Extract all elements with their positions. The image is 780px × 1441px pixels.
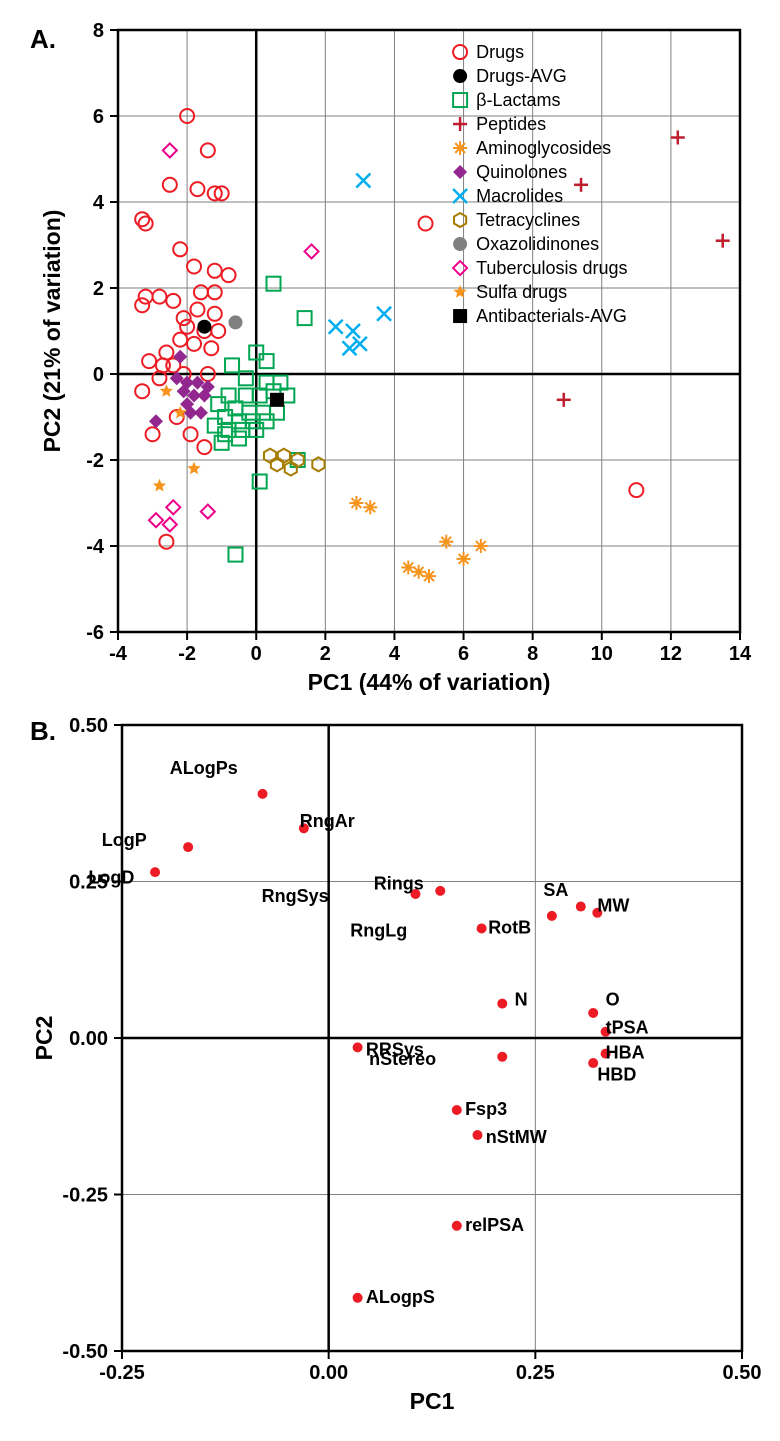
svg-text:0.50: 0.50	[69, 715, 108, 737]
svg-text:2: 2	[320, 643, 331, 665]
svg-text:-0.50: -0.50	[62, 1341, 108, 1363]
svg-text:-0.25: -0.25	[99, 1362, 145, 1384]
loading-label: RotB	[488, 917, 531, 937]
svg-text:8: 8	[527, 643, 538, 665]
loading-label: ALogpS	[366, 1287, 435, 1307]
legend-item: Tuberculosis drugs	[476, 258, 627, 278]
svg-text:PC1: PC1	[410, 1388, 455, 1414]
legend-item: Sulfa drugs	[476, 282, 567, 302]
loading-label: tPSA	[606, 1018, 649, 1038]
svg-text:12: 12	[660, 643, 682, 665]
panel-b-chart: -0.250.000.250.50-0.50-0.250.000.250.50P…	[22, 715, 780, 1441]
loading-label: ALogPs	[170, 758, 238, 778]
loading-label: nStMW	[486, 1127, 547, 1147]
loading-label: N	[515, 989, 528, 1009]
legend-item: Aminoglycosides	[476, 138, 611, 158]
legend-item: Drugs	[476, 42, 524, 62]
loading-label: HBA	[606, 1043, 645, 1063]
svg-text:-2: -2	[178, 643, 196, 665]
legend-item: Quinolones	[476, 162, 567, 182]
panel-a-chart: -4-202468101214-6-4-202468PC1 (44% of va…	[28, 20, 780, 722]
loading-label: RngLg	[350, 921, 407, 941]
loading-label: SA	[543, 880, 568, 900]
svg-text:PC2: PC2	[31, 1016, 57, 1061]
loading-label: O	[606, 989, 620, 1009]
svg-text:-4: -4	[86, 536, 105, 558]
loading-label: Rings	[374, 874, 424, 894]
svg-text:-4: -4	[109, 643, 128, 665]
svg-text:-6: -6	[86, 622, 104, 644]
svg-text:10: 10	[591, 643, 613, 665]
svg-text:8: 8	[93, 20, 104, 42]
svg-text:PC2 (21% of variation): PC2 (21% of variation)	[39, 210, 65, 453]
svg-text:0.50: 0.50	[723, 1362, 762, 1384]
svg-text:14: 14	[729, 643, 752, 665]
svg-text:PC1 (44% of variation): PC1 (44% of variation)	[308, 669, 551, 695]
legend-item: Antibacterials-AVG	[476, 306, 627, 326]
svg-text:0: 0	[93, 364, 104, 386]
svg-text:4: 4	[389, 643, 401, 665]
loading-label: LogD	[88, 867, 134, 887]
svg-text:0.00: 0.00	[309, 1362, 348, 1384]
svg-text:0.00: 0.00	[69, 1028, 108, 1050]
loading-label: Fsp3	[465, 1099, 507, 1119]
svg-text:-0.25: -0.25	[62, 1185, 108, 1207]
svg-text:6: 6	[93, 106, 104, 128]
svg-text:4: 4	[93, 192, 105, 214]
loading-label: HBD	[597, 1065, 636, 1085]
loading-label: relPSA	[465, 1215, 524, 1235]
legend-item: Peptides	[476, 114, 546, 134]
svg-text:6: 6	[458, 643, 469, 665]
loading-label: RRSys	[366, 1040, 424, 1060]
loading-label: RngAr	[300, 811, 355, 831]
svg-text:0: 0	[251, 643, 262, 665]
legend-item: Drugs-AVG	[476, 66, 567, 86]
legend-item: Oxazolidinones	[476, 234, 599, 254]
legend-item: Tetracyclines	[476, 210, 580, 230]
loading-label: RngSys	[262, 886, 329, 906]
svg-text:-2: -2	[86, 450, 104, 472]
svg-text:2: 2	[93, 278, 104, 300]
loading-label: MW	[597, 896, 629, 916]
figure: A.-4-202468101214-6-4-202468PC1 (44% of …	[0, 0, 780, 1431]
legend-item: Macrolides	[476, 186, 563, 206]
legend-item: β-Lactams	[476, 90, 560, 110]
svg-text:0.25: 0.25	[516, 1362, 555, 1384]
loading-label: LogP	[102, 830, 147, 850]
